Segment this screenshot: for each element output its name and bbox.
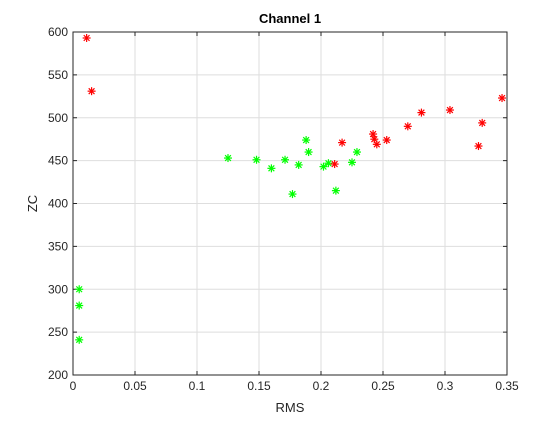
data-point (252, 155, 261, 164)
data-point (224, 154, 232, 163)
data-point (324, 159, 333, 168)
data-point (87, 87, 96, 96)
x-tick-label: 0.3 (437, 379, 454, 393)
y-axis-label: ZC (25, 195, 40, 212)
data-point (294, 160, 303, 169)
x-tick-label: 0.1 (189, 379, 206, 393)
x-tick-label: 0.35 (495, 379, 519, 393)
x-tick-label: 0.05 (123, 379, 147, 393)
y-tick-label: 300 (48, 282, 68, 296)
data-point (331, 186, 340, 195)
x-axis-label: RMS (276, 400, 305, 415)
data-point (330, 160, 339, 169)
data-point (382, 136, 391, 145)
y-tick-label: 500 (48, 111, 68, 125)
data-point (338, 138, 347, 147)
y-tick-label: 250 (48, 325, 68, 339)
x-tick-label: 0 (70, 379, 77, 393)
data-points (75, 34, 507, 344)
data-point (75, 285, 84, 294)
y-tick-label: 350 (48, 239, 68, 253)
data-point (281, 155, 290, 164)
data-point (403, 122, 412, 131)
data-point (288, 190, 297, 199)
y-tick-label: 450 (48, 154, 68, 168)
x-tick-label: 0.25 (371, 379, 395, 393)
data-point (478, 118, 487, 127)
data-point (348, 158, 356, 167)
data-point (75, 301, 84, 310)
data-point (372, 140, 381, 149)
data-point (302, 136, 311, 145)
ticks: 0 0.05 0.1 0.15 0.2 0.25 0.3 0.35 200 250 300 350 40… (48, 25, 519, 393)
x-tick-label: 0.2 (313, 379, 330, 393)
data-point (417, 108, 426, 117)
data-point (304, 148, 313, 157)
data-point (369, 130, 378, 139)
y-tick-label: 550 (48, 68, 68, 82)
data-point (75, 335, 84, 344)
y-tick-label: 200 (48, 368, 68, 382)
y-tick-label: 400 (48, 197, 68, 211)
y-tick-label: 600 (48, 25, 68, 39)
data-point (267, 164, 276, 173)
data-point (319, 162, 328, 171)
data-point (352, 148, 361, 157)
x-tick-label: 0.15 (247, 379, 271, 393)
data-point (82, 34, 91, 43)
data-point (498, 94, 507, 103)
data-point (445, 106, 454, 115)
data-point (474, 142, 483, 151)
chart-title: Channel 1 (259, 11, 321, 26)
